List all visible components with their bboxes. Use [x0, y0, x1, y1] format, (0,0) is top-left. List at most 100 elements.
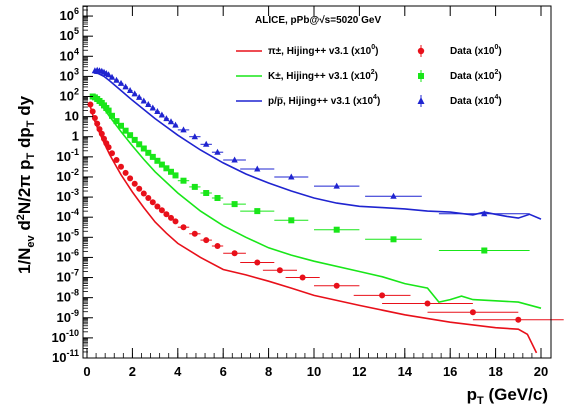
y-tick-label: 10 [65, 109, 79, 124]
y-tick-label: 10-2 [57, 167, 79, 184]
x-tick-label: 14 [398, 364, 413, 379]
series-5-data-point [117, 79, 125, 86]
series-1-data-point [158, 207, 165, 214]
series-1-data-point [136, 185, 143, 192]
series-2-model-curve [91, 96, 542, 309]
legend-data-label: Data (x104) [450, 94, 502, 107]
series-5-data-point [288, 173, 295, 180]
series-3-data-point [180, 177, 187, 184]
series-1-data-point [101, 135, 107, 142]
series-1-data-point [191, 230, 198, 237]
series-1-data-point [105, 144, 112, 151]
legend-data-label: Data (x100) [450, 44, 502, 57]
y-tick-label: 1 [72, 129, 79, 144]
x-tick-label: 10 [307, 364, 321, 379]
legend-model-label: π±, Hijing++ v3.1 (x100) [268, 44, 378, 57]
series-3-data-point [191, 183, 198, 190]
series-5-data-point [333, 182, 340, 189]
series-1-data-point [122, 169, 129, 176]
series-5-data-point [214, 148, 221, 155]
series-1-data-point [118, 163, 124, 170]
series-5-data-point [191, 133, 198, 140]
series-3-data-point [333, 226, 340, 233]
y-tick-label: 103 [60, 66, 79, 83]
series-3-data-point [154, 157, 161, 164]
series-5-data-point [126, 87, 134, 93]
y-tick-label: 10-3 [57, 187, 79, 204]
series-3-data-point [231, 201, 238, 208]
series-3-data-point [136, 141, 143, 148]
plot-frame [82, 5, 552, 359]
x-tick-label: 18 [488, 364, 502, 379]
series-1-data-point [127, 175, 134, 182]
series-5-data-point [131, 90, 138, 97]
series-1-data-point [140, 190, 147, 197]
y-tick-label: 105 [60, 26, 79, 43]
series-5-data-point [113, 76, 120, 83]
y-tick-label: 10-10 [52, 328, 79, 345]
series-5-data-point [105, 71, 112, 78]
series-5-data-point [180, 126, 187, 133]
series-1-data-point [163, 211, 170, 218]
series-1-data-point [515, 316, 522, 323]
series-3-data-point [118, 122, 124, 129]
series-3-data-point [172, 172, 179, 179]
y-tick-label: 106 [60, 6, 79, 23]
series-5-data-point [154, 108, 161, 114]
series-1-data-point [469, 309, 476, 316]
x-tick-label: 20 [534, 364, 548, 379]
series-3-data-point [122, 127, 129, 134]
series-3-data-point [149, 153, 156, 160]
series-1-data-point [91, 115, 98, 121]
series-1-data-point [94, 120, 101, 127]
axes: 0 2 4 6 8 10 12 14 16 18 2010-1110-1010-910-810-71… [15, 5, 552, 407]
series-3-data-point [163, 165, 170, 172]
series-1-data-point [131, 180, 138, 187]
series-3-data-point [288, 217, 295, 224]
series-3-data-point [140, 145, 147, 152]
series-1-data-point [276, 267, 283, 274]
series-3-data-point [145, 149, 152, 156]
series-3-data-point [168, 168, 174, 175]
series-3-data-point [105, 107, 112, 114]
y-axis-title: 1/Nev d2N/2π pT dpT dy [15, 95, 37, 274]
series-5-data-point [149, 104, 156, 111]
x-tick-label: 12 [352, 364, 366, 379]
series-3-data-point [109, 112, 115, 119]
series-5-data-point [136, 93, 143, 100]
y-tick-label: 104 [60, 46, 79, 63]
series-3-data-point [113, 118, 120, 125]
series-1-data-point [299, 274, 306, 281]
series-3-data-point [390, 236, 397, 243]
series-1-data-point [254, 259, 261, 266]
series-1-data-point [180, 224, 187, 231]
series-1-data-point [96, 126, 103, 133]
series-1-data-point [172, 218, 179, 225]
series-1-data-point [98, 130, 105, 137]
series-5-data-point [145, 101, 152, 107]
x-tick-label: 8 [265, 364, 272, 379]
series-1-data-point [149, 199, 156, 206]
series-1-data-point [379, 292, 386, 299]
y-tick-label: 10-1 [57, 147, 79, 164]
series-1-data-point [89, 108, 96, 115]
chart-title: ALICE, pPb@√s=5020 GeV [255, 15, 381, 26]
legend-model-label: p/p̅, Hijing++ v3.1 (x104) [268, 94, 380, 107]
y-tick-label: 10-6 [57, 247, 79, 264]
series-1-data-point [214, 243, 221, 249]
x-tick-label: 0 [83, 364, 90, 379]
series-3-data-point [131, 136, 138, 143]
series-5-data-point [163, 115, 170, 122]
series-5-data-point [172, 121, 179, 128]
series-1-data-point [87, 101, 94, 108]
series-5-data-point [122, 83, 129, 90]
series-3-data-point [203, 190, 210, 196]
series-5-data-point [167, 118, 175, 125]
legend-data-label: Data (x102) [450, 69, 502, 82]
y-tick-label: 10-8 [57, 288, 79, 305]
series-1-data-point [203, 237, 210, 244]
series-5-data-point [254, 165, 261, 172]
y-tick-label: 10-9 [57, 308, 79, 325]
series-5-data-point [231, 156, 238, 163]
